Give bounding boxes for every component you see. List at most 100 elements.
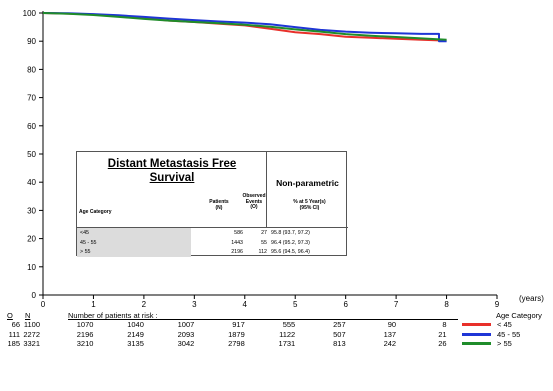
y-tick-label: 10: [27, 263, 36, 272]
risk-row-value: 813: [333, 339, 346, 348]
risk-row-value: 507: [333, 329, 346, 339]
summary-row-patients: 2196: [231, 249, 243, 255]
risk-row-value: 3042: [177, 339, 195, 348]
risk-row-value: 1879: [228, 329, 245, 339]
col-events-line2: Events: [245, 198, 263, 205]
summary-row-patients: 586: [234, 230, 243, 236]
col-patients: Patients (N): [195, 199, 243, 211]
summary-row: 45 - 55 1443 55 96.4 (95.2, 97.3): [77, 238, 348, 248]
legend-label: < 45: [497, 320, 512, 329]
x-tick-label: 4: [243, 300, 248, 309]
legend-title: Age Category: [496, 311, 542, 320]
x-tick-label: 8: [444, 300, 449, 309]
legend-label: 45 - 55: [497, 329, 521, 339]
risk-row-value: 2798: [228, 339, 245, 348]
y-tick-label: 20: [27, 235, 36, 244]
risk-caption-underline: [68, 319, 458, 320]
summary-row: > 55 2196 112 95.6 (94.5, 96.4): [77, 247, 348, 257]
summary-row: <45 586 27 95.8 (93.7, 97.2): [77, 228, 348, 238]
x-tick-label: 9: [495, 300, 500, 309]
legend-swatch: [462, 342, 491, 345]
col-observed-events: Observed Events (O): [237, 193, 271, 211]
survival-curves: [42, 12, 447, 43]
summary-title-line2: Survival: [149, 172, 195, 184]
col-pct-5yr: % at 5 Year(s) (95% CI): [271, 199, 348, 211]
summary-row-pct: 95.6 (94.5, 96.4): [271, 249, 310, 255]
risk-row-value: 555: [282, 320, 296, 329]
col-events-line3: (O): [250, 204, 258, 210]
risk-row-value: 1070: [76, 320, 94, 329]
summary-title-line1: Distant Metastasis Free: [107, 158, 237, 170]
summary-row-events: 112: [258, 249, 267, 255]
risk-row-o: 185: [7, 339, 20, 348]
risk-row-value: 242: [383, 339, 397, 348]
risk-row-value: 1040: [127, 320, 144, 329]
risk-row-value: 257: [333, 320, 346, 329]
summary-header-right: [267, 152, 348, 228]
summary-row-category: > 55: [77, 247, 191, 257]
x-tick-label: 6: [343, 300, 348, 309]
y-tick-label: 0: [32, 291, 37, 300]
nonparametric-title: Non-parametric: [276, 178, 339, 188]
col-pct-line1: % at 5 Year(s): [293, 199, 326, 205]
y-tick-label: 50: [27, 150, 36, 159]
x-tick-label: 1: [91, 300, 96, 309]
y-tick-label: 30: [27, 206, 36, 215]
survival-summary-table: Distant Metastasis Free Survival Age Cat…: [76, 151, 348, 257]
y-tick-label: 80: [27, 65, 36, 74]
risk-row-value: 2196: [76, 329, 94, 339]
risk-row-value: 1731: [278, 339, 296, 348]
summary-row-events: 27: [261, 230, 267, 236]
legend-swatch: [462, 323, 491, 326]
risk-header-o: O: [7, 311, 13, 320]
col-patients-line2: (N): [215, 204, 223, 211]
risk-row-value: 2093: [177, 329, 195, 339]
y-tick-label: 60: [27, 122, 36, 131]
risk-row-value: 90: [387, 320, 397, 329]
risk-row-o: 66: [11, 320, 20, 329]
col-patients-line1: Patients: [209, 199, 229, 205]
risk-row-value: 3135: [127, 339, 144, 348]
y-tick-label: 90: [27, 37, 36, 46]
legend-swatch: [462, 332, 491, 336]
y-tick-label: 70: [27, 94, 36, 103]
y-tick-label: 40: [27, 178, 36, 187]
col-age-category: Age Category: [79, 209, 112, 215]
x-tick-label: 3: [192, 300, 197, 309]
summary-row-events: 55: [261, 240, 267, 246]
survival-curve: [42, 12, 447, 41]
risk-row-value: 21: [438, 329, 447, 339]
risk-row-value: 26: [438, 339, 447, 348]
risk-row-n: 1100: [23, 320, 40, 329]
risk-row-o: 111: [8, 329, 20, 339]
chart-axes: 0 10 20 30 40 50 60 70 80 90 100 0 1 2 3 4 5 6 7 8 9: [23, 9, 500, 309]
risk-caption: Number of patients at risk :: [68, 311, 158, 320]
summary-row-pct: 96.4 (95.2, 97.3): [271, 240, 310, 246]
x-axis-unit-label: (years): [519, 294, 544, 303]
risk-row-value: 3210: [76, 339, 94, 348]
survival-curve: [42, 12, 447, 43]
risk-row-value: 137: [383, 329, 397, 339]
summary-row-category: 45 - 55: [77, 238, 191, 248]
risk-row-value: 8: [442, 320, 447, 329]
risk-row-value: 917: [232, 320, 245, 329]
summary-row-category: <45: [77, 228, 191, 238]
y-tick-label: 100: [23, 9, 37, 18]
risk-row-n: 2272: [23, 329, 40, 339]
x-tick-label: 0: [41, 300, 46, 309]
risk-header-n: N: [25, 311, 31, 320]
col-pct-line2: (95% CI): [299, 204, 320, 211]
risk-row-value: 2149: [127, 329, 144, 339]
summary-header-left: Distant Metastasis Free Survival Age Cat…: [77, 152, 267, 228]
risk-row-n: 3321: [23, 339, 40, 348]
legend-label: > 55: [497, 339, 512, 348]
x-tick-label: 2: [142, 300, 147, 309]
summary-title: Distant Metastasis Free Survival: [77, 157, 267, 185]
col-events-line1: Observed: [242, 193, 266, 199]
risk-row-value: 1122: [279, 329, 296, 339]
summary-row-pct: 95.8 (93.7, 97.2): [271, 230, 310, 236]
survival-chart: 0 10 20 30 40 50 60 70 80 90 100 0 1 2 3 4 5 6 7 8 9 (years): [23, 9, 545, 309]
summary-row-patients: 1443: [231, 240, 243, 246]
x-tick-label: 7: [394, 300, 399, 309]
x-tick-label: 5: [293, 300, 298, 309]
